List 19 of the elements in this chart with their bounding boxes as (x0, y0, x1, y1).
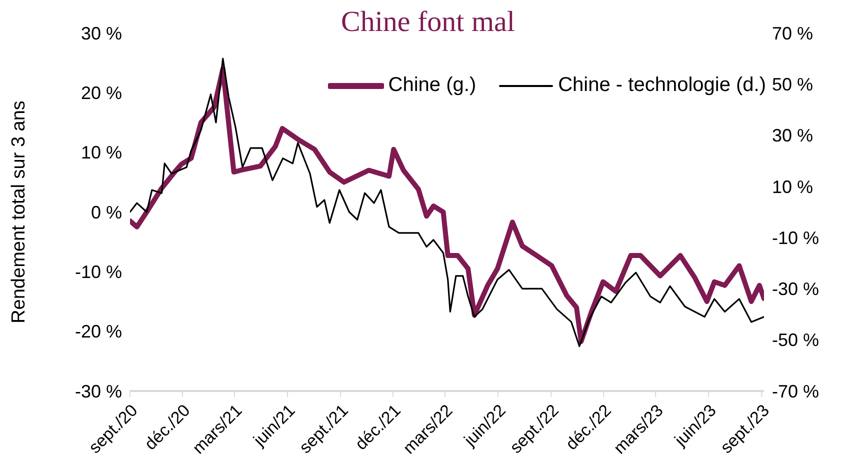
y2-tick-label: -70 % (772, 381, 820, 402)
y-tick-label: -20 % (74, 322, 122, 342)
chart-title: Chine font mal (341, 6, 515, 38)
y-tick-label: 10 % (80, 142, 122, 163)
y-axis-title: Rendement total sur 3 ans (8, 100, 30, 324)
y-tick-label: 30 % (80, 23, 122, 44)
legend-label: Chine - technologie (d.) (558, 74, 766, 97)
y-tick-label: -10 % (74, 262, 122, 282)
y2-tick-label: 10 % (772, 176, 814, 197)
y2-tick-label: 70 % (772, 23, 814, 44)
y-tick-label: -30 % (74, 381, 122, 402)
y2-tick-label: -30 % (772, 279, 820, 300)
y2-tick-label: 50 % (772, 74, 814, 95)
y2-tick-label: 30 % (772, 126, 814, 146)
y-tick-label: 20 % (80, 83, 122, 104)
y2-tick-label: -50 % (772, 330, 820, 350)
y2-tick-label: -10 % (772, 228, 820, 248)
legend-label: Chine (g.) (388, 74, 476, 97)
y-tick-label: 0 % (90, 202, 122, 222)
